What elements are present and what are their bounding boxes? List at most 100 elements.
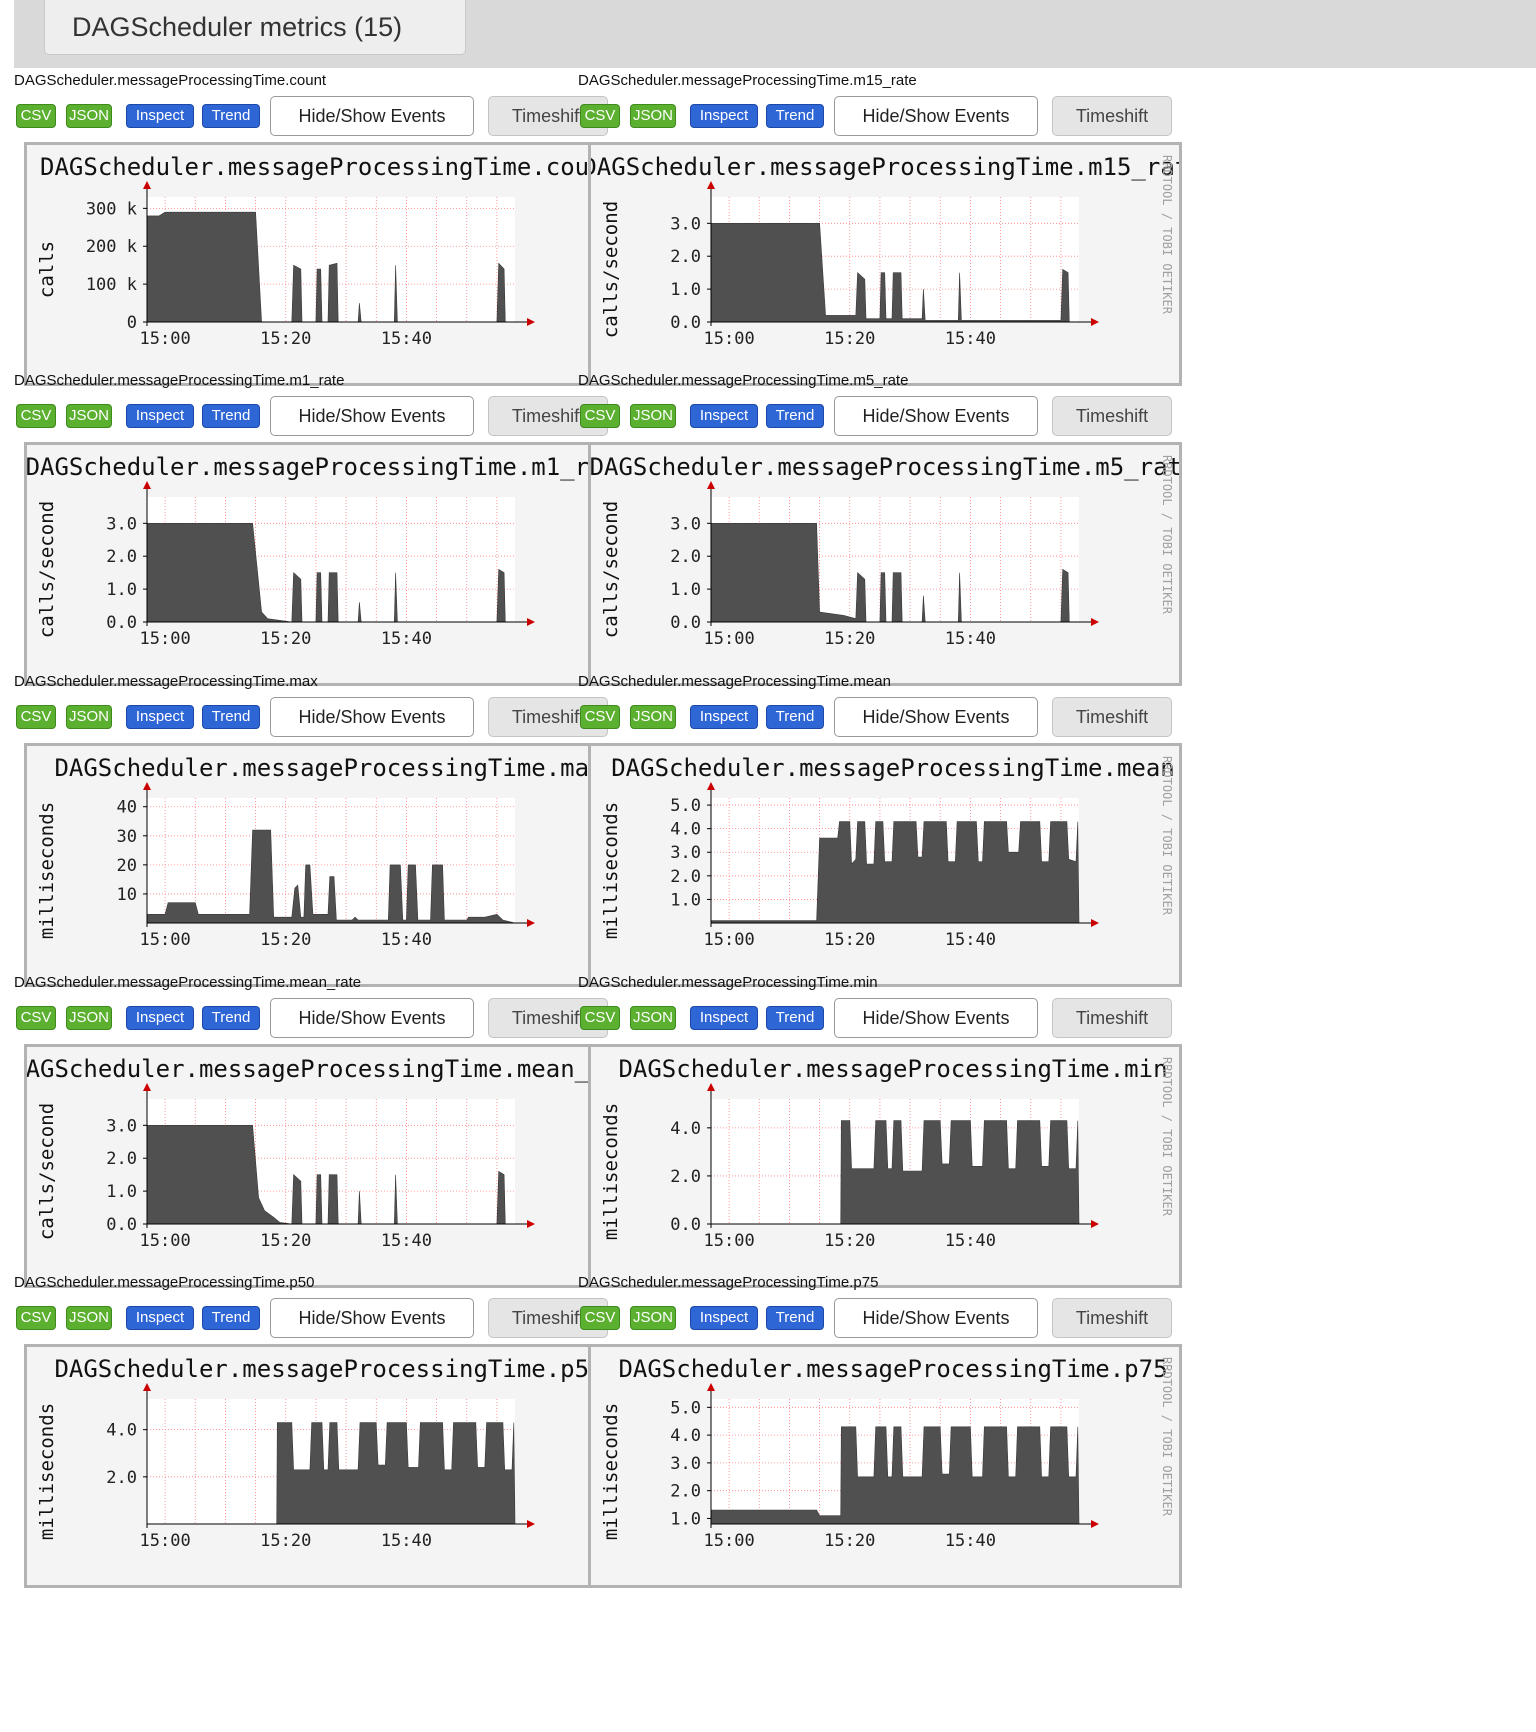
hide-show-events-button[interactable]: Hide/Show Events: [834, 998, 1038, 1038]
y-tick-label: 1.0: [670, 580, 701, 600]
csv-button[interactable]: CSV: [16, 1306, 56, 1330]
graph-toolbar: CSV JSON Inspect Trend Hide/Show Events Times…: [14, 94, 634, 136]
rrdtool-watermark: RRDTOOL / TOBI OETIKER: [1160, 455, 1174, 615]
json-button[interactable]: JSON: [630, 705, 676, 729]
trend-button[interactable]: Trend: [202, 1306, 260, 1330]
json-button[interactable]: JSON: [66, 104, 112, 128]
y-axis-label: calls: [36, 241, 58, 298]
graph-panel: DAGScheduler.messageProcessingTime.max CS…: [14, 661, 634, 987]
json-button[interactable]: JSON: [66, 705, 112, 729]
rrd-graph[interactable]: 4.0 2.0 0.0 15:00 15:20 15:40 DAGScheduler.mes…: [588, 1044, 1182, 1288]
csv-button[interactable]: CSV: [580, 1306, 620, 1330]
hide-show-events-button[interactable]: Hide/Show Events: [834, 697, 1038, 737]
graph-title: DAGScheduler.messageProcessingTime.max: [14, 673, 318, 690]
y-tick-label: 1.0: [106, 1182, 137, 1202]
csv-button[interactable]: CSV: [580, 404, 620, 428]
x-tick-label: 15:40: [381, 930, 432, 950]
header-bar: DAGScheduler metrics (15): [14, 0, 1536, 68]
series-area: [710, 523, 1079, 623]
trend-button[interactable]: Trend: [202, 104, 260, 128]
csv-button[interactable]: CSV: [16, 104, 56, 128]
trend-button[interactable]: Trend: [202, 1006, 260, 1030]
hide-show-events-button[interactable]: Hide/Show Events: [270, 396, 474, 436]
x-tick-label: 15:20: [260, 1231, 311, 1251]
inspect-button[interactable]: Inspect: [126, 1006, 194, 1030]
rrdtool-watermark: RRDTOOL / TOBI OETIKER: [1160, 1057, 1174, 1217]
y-tick-label: 3.0: [106, 1116, 137, 1136]
inspect-button[interactable]: Inspect: [126, 404, 194, 428]
trend-button[interactable]: Trend: [766, 404, 824, 428]
csv-button[interactable]: CSV: [16, 1006, 56, 1030]
graph-panel: DAGScheduler.messageProcessingTime.p75 CS…: [578, 1262, 1198, 1588]
inspect-button[interactable]: Inspect: [690, 1006, 758, 1030]
inspect-button[interactable]: Inspect: [690, 404, 758, 428]
rrd-graph[interactable]: 300 k 200 k 100 k 0 15:00 15:20 15:40 DAGSchedu…: [24, 142, 618, 386]
hide-show-events-button[interactable]: Hide/Show Events: [270, 1298, 474, 1338]
trend-button[interactable]: Trend: [766, 104, 824, 128]
trend-button[interactable]: Trend: [766, 1306, 824, 1330]
csv-button[interactable]: CSV: [580, 705, 620, 729]
y-tick-label: 2.0: [670, 547, 701, 567]
y-tick-label: 2.0: [670, 247, 701, 267]
trend-button[interactable]: Trend: [766, 705, 824, 729]
graph-toolbar: CSV JSON Inspect Trend Hide/Show Events Times…: [14, 1296, 634, 1338]
json-button[interactable]: JSON: [630, 404, 676, 428]
x-tick-label: 15:20: [260, 329, 311, 349]
series-area: [146, 211, 515, 323]
x-tick-label: 15:00: [140, 1531, 191, 1551]
hide-show-events-button[interactable]: Hide/Show Events: [834, 396, 1038, 436]
json-button[interactable]: JSON: [66, 1006, 112, 1030]
metrics-group-tab[interactable]: DAGScheduler metrics (15): [44, 0, 466, 55]
rrd-graph[interactable]: 3.0 2.0 1.0 0.0 15:00 15:20 15:40 DAGScheduler.…: [24, 1044, 618, 1288]
hide-show-events-button[interactable]: Hide/Show Events: [834, 1298, 1038, 1338]
csv-button[interactable]: CSV: [580, 1006, 620, 1030]
timeshift-button[interactable]: Timeshift: [1052, 396, 1172, 436]
trend-button[interactable]: Trend: [202, 404, 260, 428]
graph-title: DAGScheduler.messageProcessingTime.mean_…: [14, 974, 362, 991]
graph-title: DAGScheduler.messageProcessingTime.m15_r…: [578, 72, 917, 89]
y-tick-label: 0.0: [670, 1215, 701, 1235]
y-tick-label: 0.0: [670, 313, 701, 333]
json-button[interactable]: JSON: [630, 1306, 676, 1330]
rrd-graph[interactable]: 40 30 20 10 15:00 15:20 15:40 DAGScheduler.mess…: [24, 743, 618, 987]
json-button[interactable]: JSON: [630, 1006, 676, 1030]
rrd-graph[interactable]: 3.0 2.0 1.0 0.0 15:00 15:20 15:40 DAGScheduler.…: [588, 442, 1182, 686]
y-axis-label: calls/second: [600, 501, 622, 638]
trend-button[interactable]: Trend: [766, 1006, 824, 1030]
rrd-graph[interactable]: 4.0 2.0 15:00 15:20 15:40 DAGScheduler.messag…: [24, 1344, 618, 1588]
inspect-button[interactable]: Inspect: [126, 1306, 194, 1330]
chart-svg: 4.0 2.0 0.015:00 15:20 15:40 DAGScheduler.mes…: [600, 1055, 1174, 1251]
json-button[interactable]: JSON: [66, 404, 112, 428]
hide-show-events-button[interactable]: Hide/Show Events: [834, 96, 1038, 136]
y-tick-label: 20: [117, 856, 137, 876]
timeshift-button[interactable]: Timeshift: [1052, 697, 1172, 737]
graph-toolbar: CSV JSON Inspect Trend Hide/Show Events Times…: [578, 1296, 1198, 1338]
inspect-button[interactable]: Inspect: [690, 705, 758, 729]
rrd-graph[interactable]: 5.0 4.0 3.0 2.0 1.0 15:00 15:20 15:40 DAGSchedul…: [588, 1344, 1182, 1588]
inspect-button[interactable]: Inspect: [126, 705, 194, 729]
timeshift-button[interactable]: Timeshift: [1052, 96, 1172, 136]
inspect-button[interactable]: Inspect: [126, 104, 194, 128]
graph-title: DAGScheduler.messageProcessingTime.p75: [578, 1274, 879, 1291]
chart-title: DAGScheduler.messageProcessingTime.count: [40, 153, 615, 181]
rrd-graph[interactable]: 3.0 2.0 1.0 0.0 15:00 15:20 15:40 DAGScheduler.…: [588, 142, 1182, 386]
hide-show-events-button[interactable]: Hide/Show Events: [270, 998, 474, 1038]
rrd-graph[interactable]: 5.0 4.0 3.0 2.0 1.0 15:00 15:20 15:40 DAGSchedul…: [588, 743, 1182, 987]
csv-button[interactable]: CSV: [580, 104, 620, 128]
x-tick-label: 15:20: [824, 930, 875, 950]
graph-title: DAGScheduler.messageProcessingTime.m5_ra…: [578, 372, 909, 389]
timeshift-button[interactable]: Timeshift: [1052, 1298, 1172, 1338]
json-button[interactable]: JSON: [630, 104, 676, 128]
inspect-button[interactable]: Inspect: [690, 104, 758, 128]
csv-button[interactable]: CSV: [16, 404, 56, 428]
timeshift-button[interactable]: Timeshift: [1052, 998, 1172, 1038]
hide-show-events-button[interactable]: Hide/Show Events: [270, 697, 474, 737]
json-button[interactable]: JSON: [66, 1306, 112, 1330]
series-area: [146, 829, 516, 924]
csv-button[interactable]: CSV: [16, 705, 56, 729]
y-tick-label: 0.0: [106, 613, 137, 633]
trend-button[interactable]: Trend: [202, 705, 260, 729]
inspect-button[interactable]: Inspect: [690, 1306, 758, 1330]
hide-show-events-button[interactable]: Hide/Show Events: [270, 96, 474, 136]
rrd-graph[interactable]: 3.0 2.0 1.0 0.0 15:00 15:20 15:40 DAGScheduler.…: [24, 442, 618, 686]
